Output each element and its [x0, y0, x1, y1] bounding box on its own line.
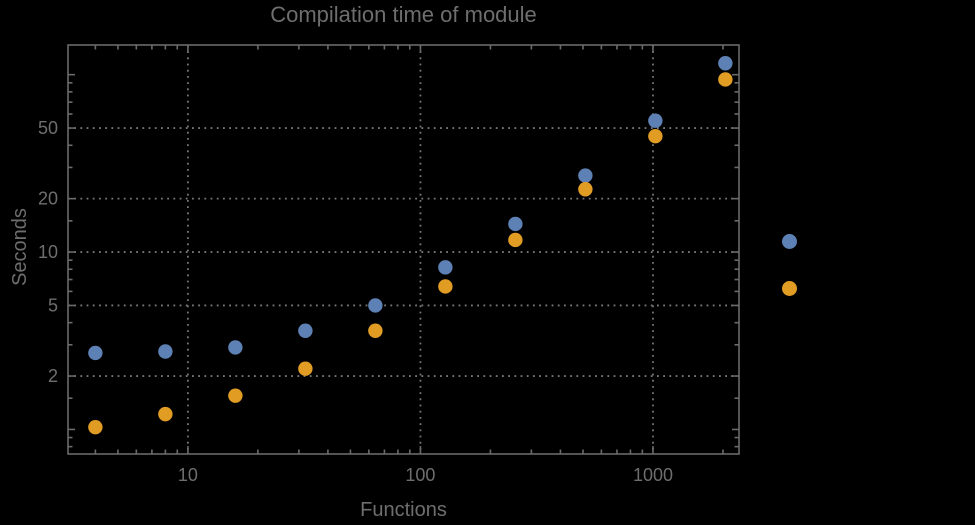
y-tick-label: 20 [38, 189, 58, 209]
chart-title: Compilation time of module [270, 2, 537, 27]
data-point-series-1-blue [298, 323, 313, 338]
x-tick-label: 10 [178, 465, 198, 485]
data-point-series-2-orange [648, 128, 663, 144]
data-point-series-2-orange [298, 361, 313, 376]
x-tick-label: 100 [405, 465, 435, 485]
data-point-series-1-blue [438, 260, 453, 275]
y-axis-label: Seconds [9, 208, 31, 286]
data-point-series-2-orange [718, 72, 733, 87]
data-point-series-2-orange [228, 388, 243, 403]
data-point-series-2-orange [158, 406, 173, 422]
x-tick-label: 1000 [633, 465, 673, 485]
data-point-series-2-orange [368, 323, 383, 338]
x-axis-label: Functions [360, 499, 447, 521]
y-tick-label: 2 [48, 366, 58, 386]
data-point-series-1-blue [718, 56, 733, 71]
data-point-series-1-blue [368, 298, 383, 313]
data-point-series-1-blue [578, 168, 593, 183]
data-point-series-1-blue [158, 344, 173, 359]
data-point-series-1-blue [228, 340, 243, 355]
data-point-series-1-blue [648, 113, 663, 128]
legend-marker-series-2 [781, 280, 797, 296]
data-point-series-1-blue [88, 345, 103, 361]
data-point-series-1-blue [508, 216, 523, 232]
y-tick-label: 5 [48, 295, 58, 315]
legend-marker-series-1 [781, 233, 797, 249]
data-point-series-2-orange [578, 182, 593, 197]
plot-frame [67, 44, 740, 455]
data-point-series-2-orange [508, 232, 523, 248]
data-point-series-2-orange [438, 279, 453, 294]
y-tick-label: 10 [38, 242, 58, 262]
y-tick-label: 50 [38, 118, 58, 138]
data-point-series-2-orange [88, 419, 103, 435]
